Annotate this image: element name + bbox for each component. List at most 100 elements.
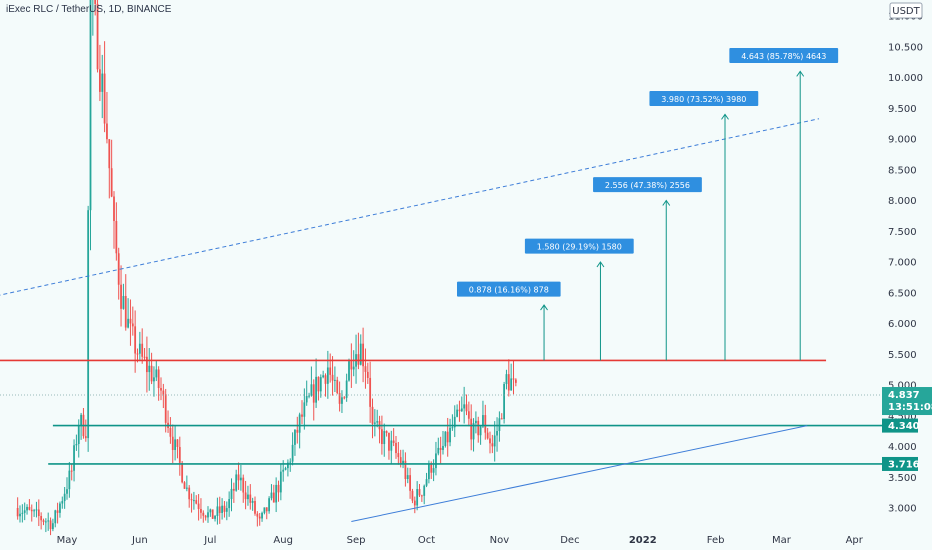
candle-body [282,469,285,472]
candle [338,381,341,412]
candle [402,449,404,469]
candle-body [117,253,120,285]
candle-body [49,520,52,530]
candle [240,465,242,491]
candle-body [465,404,468,412]
support-upper-tag-label: 4.340 [888,421,920,432]
candle [301,400,303,425]
candle-body [209,509,212,513]
candle [472,418,475,452]
candle-body [341,397,343,404]
candle [113,191,115,249]
target-label: 1.580 (29.19%) 1580 [537,243,622,252]
candle [110,139,113,198]
candle-body [338,393,341,404]
candle [268,496,270,514]
target: 4.643 (85.78%) 4643 [729,47,839,361]
candle [467,401,470,427]
candle [19,505,21,523]
candle-body [381,429,383,445]
x-tick-label: Jul [203,535,216,546]
candle-body [37,509,40,517]
candle [254,496,256,516]
candle [61,496,64,509]
candle-body [141,343,144,357]
target-label-box [524,238,634,254]
candle-body [512,378,515,380]
candle [49,517,52,536]
target-label-box [593,177,702,193]
candle-body [310,384,313,396]
candle-body [373,422,376,424]
target-label-box [649,91,759,107]
candle [26,504,28,515]
candle-body [230,488,233,500]
candle [106,91,108,144]
candle [124,274,127,331]
candle [350,343,353,388]
candle [150,352,153,385]
candle [341,390,343,413]
candle [28,499,31,511]
y-tick-label: 4.000 [888,442,917,453]
candle-body [336,379,339,394]
candle-body [442,445,444,450]
candle [178,436,181,476]
candle [388,432,390,460]
x-tick-label: Feb [707,535,725,546]
candle [498,411,501,442]
candle [225,501,228,521]
y-tick-label: 3.500 [888,473,917,484]
candle [82,407,85,439]
candle [162,383,165,409]
candle-body [143,356,146,358]
candle-body [164,394,167,423]
candle [122,283,125,310]
candle [120,265,122,327]
candle [409,467,411,499]
candle-body [200,508,202,513]
candle-body [362,343,364,367]
candle [101,54,104,119]
candle-body [176,439,179,448]
candle-body [42,520,45,522]
candle-body [334,379,336,381]
countdown-value: 13:51:08 [888,402,932,413]
candle-body [178,447,181,463]
support-lower-tag: 3.716 [882,456,920,471]
candle-body [228,499,231,509]
candle-body [181,462,184,483]
currency-badge: USDT [889,2,923,19]
candle-body [319,377,322,392]
candle-body [242,477,245,493]
candle [456,404,458,418]
candle [371,398,374,439]
candle [326,350,329,399]
candle [373,409,376,437]
candle [489,431,491,454]
candle-body [284,468,287,470]
candle-body [317,376,320,392]
candle [155,360,158,382]
candle [334,366,336,393]
target-label-box [729,47,839,63]
y-tick-label: 9.500 [888,104,917,115]
candle-body [190,499,193,501]
y-tick-label: 4.500 [888,411,917,422]
candle-body [472,423,475,440]
candle-body [350,361,353,370]
candle-body [195,500,198,504]
candle [279,464,282,501]
candle-body [425,479,428,486]
candle [211,509,214,519]
candle [418,484,421,497]
candle-body [416,489,419,506]
candle [289,458,292,472]
candle-body [44,521,47,523]
candle-body [287,462,289,469]
target: 1.580 (29.19%) 1580 [524,238,634,361]
candle-body [493,435,496,447]
